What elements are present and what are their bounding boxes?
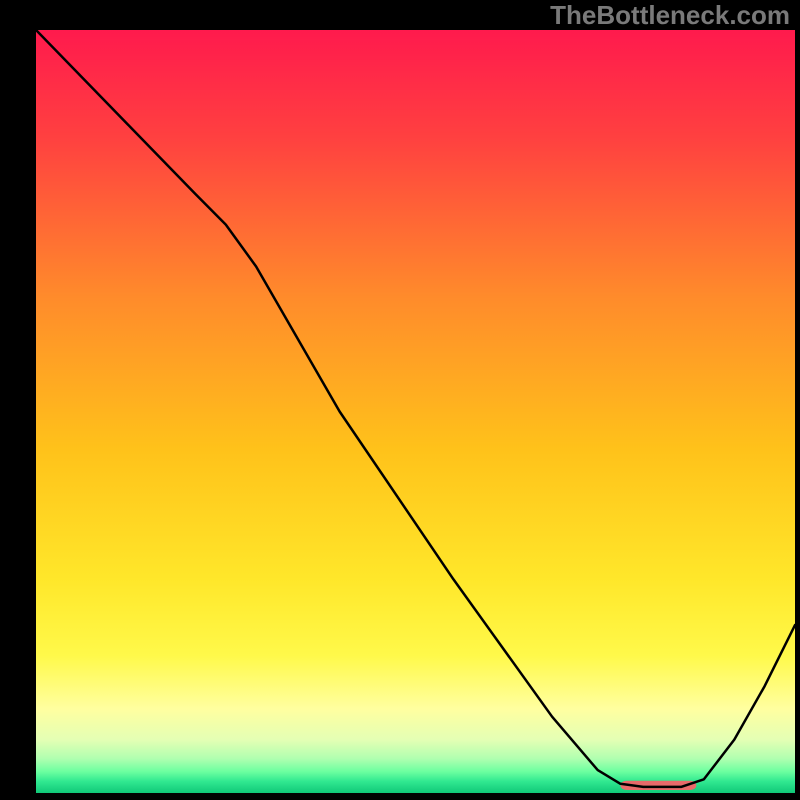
chart-container: TheBottleneck.com bbox=[0, 0, 800, 800]
chart-background-gradient bbox=[36, 30, 795, 793]
watermark-text: TheBottleneck.com bbox=[550, 0, 790, 31]
bottleneck-chart bbox=[36, 30, 795, 793]
